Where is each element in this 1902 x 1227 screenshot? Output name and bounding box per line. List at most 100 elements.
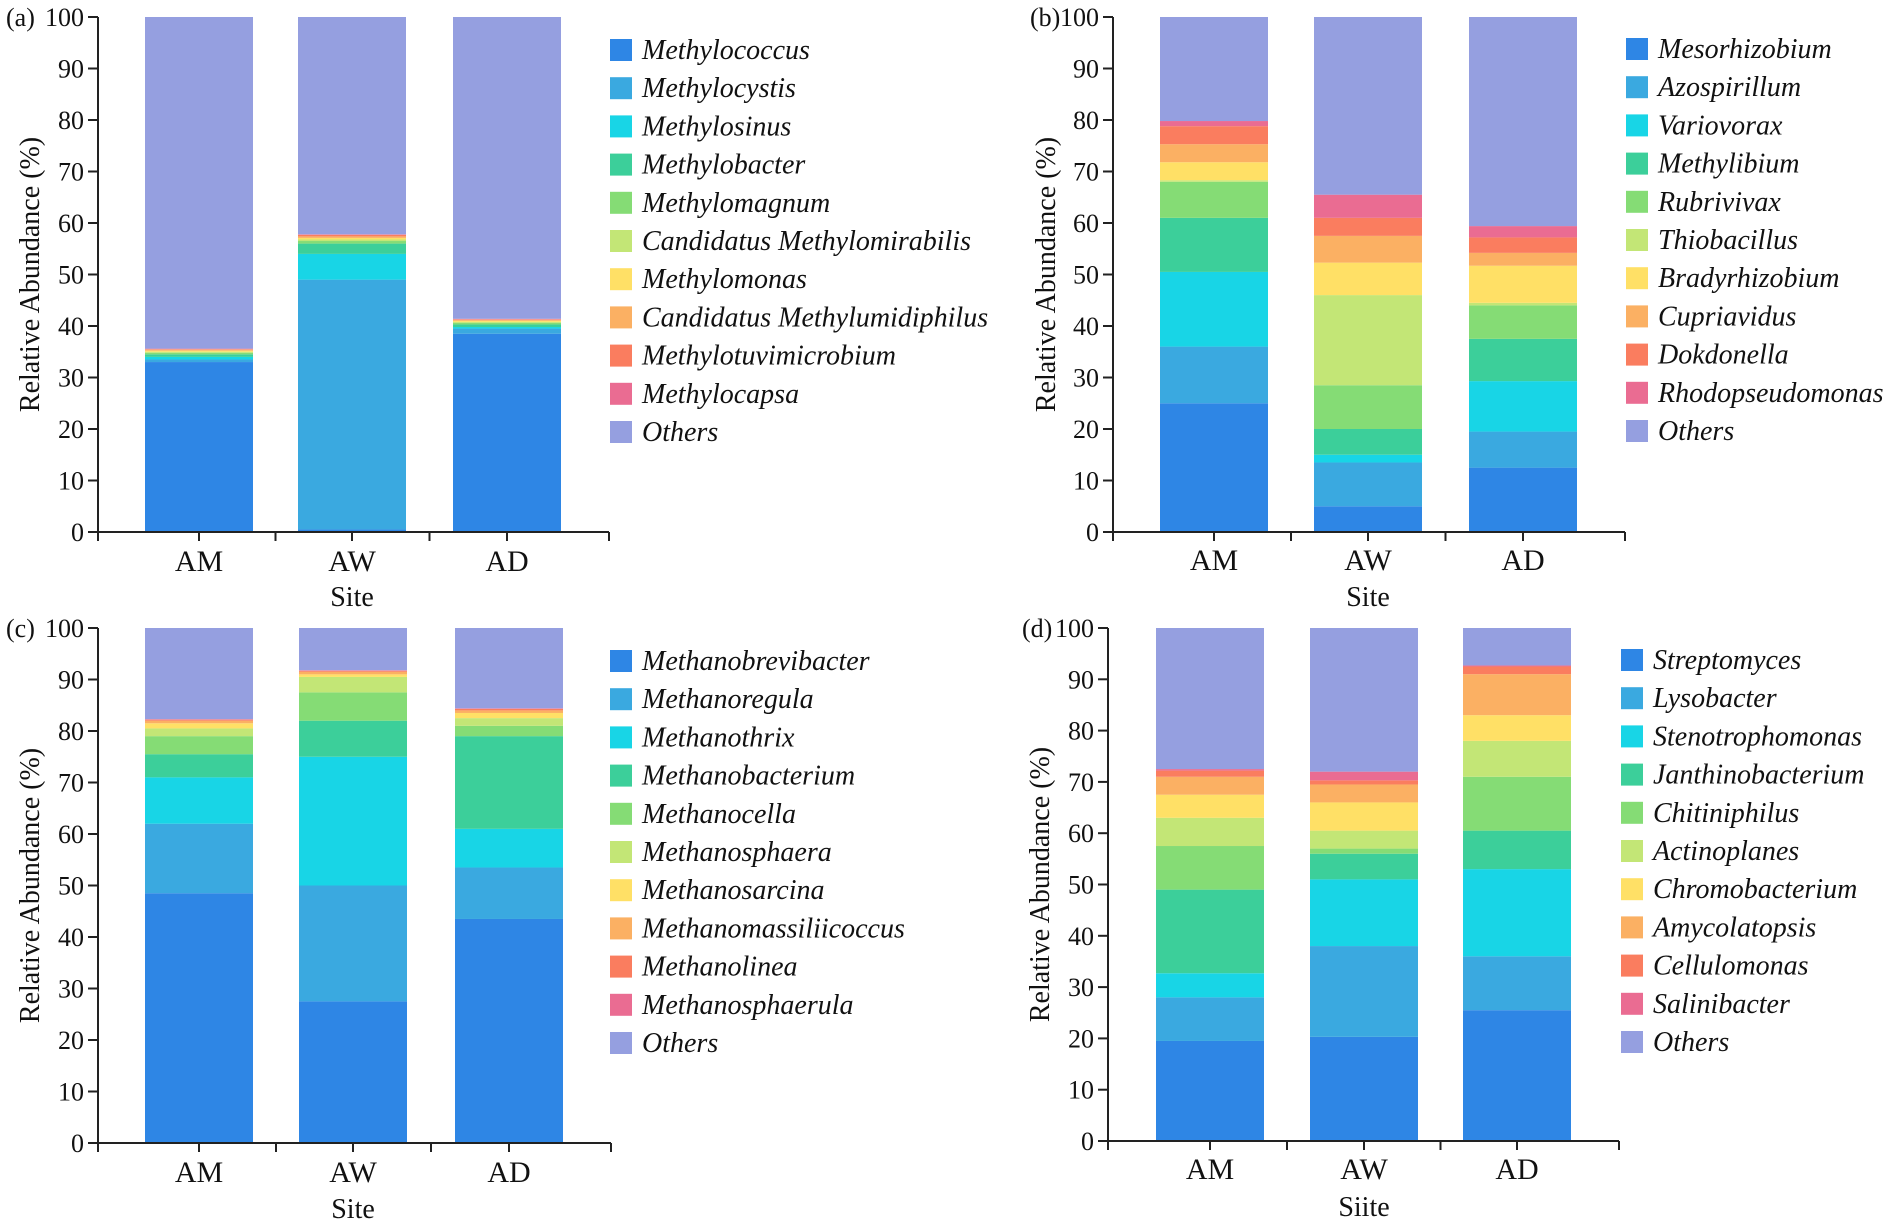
bar-segment-aw-methylobacter: [298, 243, 406, 254]
legend-swatch: [1626, 229, 1648, 251]
bar-segment-am-methanomassiliicoccus: [145, 720, 253, 724]
legend-swatch: [1621, 687, 1643, 710]
bar-segment-aw-methanobrevibacter: [299, 1001, 407, 1143]
y-tick-label: 70: [58, 158, 84, 187]
bar-segment-am-cellulomonas: [1156, 770, 1264, 777]
legend-label: Others: [642, 417, 718, 448]
legend-swatch: [610, 955, 632, 978]
bar-segment-ad-methanomassiliicoccus: [455, 710, 563, 713]
legend-swatch: [610, 382, 632, 405]
bar-segment-am-rubrivivax: [1160, 181, 1268, 218]
y-tick-label: 90: [1073, 55, 1099, 84]
bar-segment-am-methanoregula: [145, 823, 253, 894]
legend-swatch: [1626, 190, 1648, 213]
bar-segment-ad-methanothrix: [455, 828, 563, 868]
bar-segment-ad-cellulomonas: [1463, 666, 1571, 675]
y-axis-label: Relative Abundance (%): [1031, 137, 1062, 412]
bar-segment-ad-chitiniphilus: [1463, 776, 1571, 831]
bar-segment-am-variovorax: [1160, 271, 1268, 347]
panel-d: AM AW AD 0 10 20 30 40 50 60 70 80 90 100 Relative Abu…: [1022, 614, 1865, 1223]
bar-segment-ad-methanosphaerula: [455, 708, 563, 709]
legend-label: Dokdonella: [1657, 340, 1789, 371]
legend-swatch: [610, 726, 632, 749]
bar-segment-ad-methanobacterium: [455, 736, 563, 829]
legend-label: Methylomagnum: [641, 188, 830, 219]
bar-segment-aw-others: [298, 17, 406, 235]
bar-segment-am-thiobacillus: [1160, 180, 1268, 182]
y-tick-label: 40: [58, 923, 84, 952]
x-tick-label: AD: [487, 1156, 530, 1189]
legend-swatch: [610, 39, 632, 61]
bar-segment-am-azospirillum: [1160, 346, 1268, 404]
bar-segment-aw-methylocapsa: [298, 234, 406, 235]
legend-label: Methanosphaera: [641, 837, 832, 868]
bar-segment-am-methanothrix: [145, 777, 253, 824]
legend-swatch: [1626, 343, 1648, 366]
bar-segment-am-candidatus-methylomirabilis: [145, 351, 253, 353]
bar-segment-aw-lysobacter: [1310, 946, 1418, 1037]
bar-segment-ad-candidatus-methylomirabilis: [453, 321, 561, 323]
bar-segment-aw-others: [299, 628, 407, 671]
legend-label: Actinoplanes: [1651, 836, 1799, 867]
bar-segment-ad-methanobrevibacter: [455, 918, 563, 1143]
y-tick-label: 10: [58, 1078, 84, 1107]
bar-segment-ad-dokdonella: [1469, 237, 1577, 253]
bar-segment-ad-methylococcus: [453, 333, 561, 532]
x-axis-label: Siite: [1338, 1192, 1389, 1223]
legend-swatch: [1626, 114, 1648, 137]
y-tick-label: 0: [1086, 518, 1099, 547]
legend-label: Chromobacterium: [1653, 874, 1857, 905]
bar-segment-aw-stenotrophomonas: [1310, 879, 1418, 947]
legend-swatch: [610, 688, 632, 711]
legend-swatch: [1621, 649, 1643, 671]
bar-segment-ad-salinibacter: [1463, 665, 1571, 667]
bar-segment-ad-variovorax: [1469, 381, 1577, 432]
y-tick-label: 60: [58, 820, 84, 849]
y-axis-label: Relative Abundance (%): [1025, 747, 1056, 1022]
legend-label: Methylocystis: [641, 73, 796, 104]
legend-label: Methanobrevibacter: [641, 646, 870, 677]
bar-segment-ad-rubrivivax: [1469, 305, 1577, 339]
bar-segment-ad-methylibium: [1469, 338, 1577, 382]
legend-label: Variovorax: [1658, 110, 1783, 141]
y-tick-label: 10: [1068, 1076, 1094, 1105]
y-tick-label: 70: [1073, 158, 1099, 187]
x-axis-label: Site: [1346, 582, 1390, 613]
bar-segment-aw-amycolatopsis: [1310, 784, 1418, 803]
y-tick-label: 50: [1073, 261, 1099, 290]
x-tick-label: AW: [1340, 1153, 1388, 1186]
bar-segment-aw-janthinobacterium: [1310, 853, 1418, 880]
bar-segment-am-methylococcus: [145, 362, 253, 532]
x-axis-label: Site: [330, 582, 374, 613]
bar-segment-ad-others: [1469, 17, 1577, 227]
bar-segment-aw-methylotuvimicrobium: [298, 234, 406, 237]
bar-segment-ad-actinoplanes: [1463, 740, 1571, 777]
y-tick-label: 60: [1073, 209, 1099, 238]
legend-label: Methanosphaerula: [641, 990, 854, 1021]
bar-segment-ad-methanoregula: [455, 867, 563, 919]
bar-segment-aw-others: [1310, 628, 1418, 772]
legend-swatch: [1621, 992, 1643, 1015]
bar-segment-am-dokdonella: [1160, 126, 1268, 145]
y-tick-label: 80: [58, 717, 84, 746]
bar-segment-aw-methylibium: [1314, 429, 1422, 455]
bar-segment-am-rhodopseudomonas: [1160, 121, 1268, 127]
y-tick-label: 70: [58, 769, 84, 798]
y-tick-label: 10: [1073, 467, 1099, 496]
legend-label: Methylocapsa: [641, 379, 799, 410]
bar-segment-aw-streptomyces: [1310, 1036, 1418, 1141]
legend-label: Methanobacterium: [641, 761, 855, 792]
bar-segment-ad-others: [455, 628, 563, 709]
bar-segment-ad-others: [453, 17, 561, 319]
bar-segment-aw-methylococcus: [298, 529, 406, 532]
legend-swatch: [610, 1032, 632, 1054]
y-tick-label: 70: [1068, 768, 1094, 797]
bar-segment-aw-chitiniphilus: [1310, 848, 1418, 854]
bar-segment-ad-mesorhizobium: [1469, 467, 1577, 532]
legend-label: Methanocella: [641, 799, 796, 830]
y-axis-label: Relative Abundance (%): [15, 137, 46, 412]
legend-swatch: [610, 115, 632, 138]
x-tick-label: AM: [1190, 544, 1238, 577]
bar-segment-aw-methanosphaerula: [299, 670, 407, 671]
